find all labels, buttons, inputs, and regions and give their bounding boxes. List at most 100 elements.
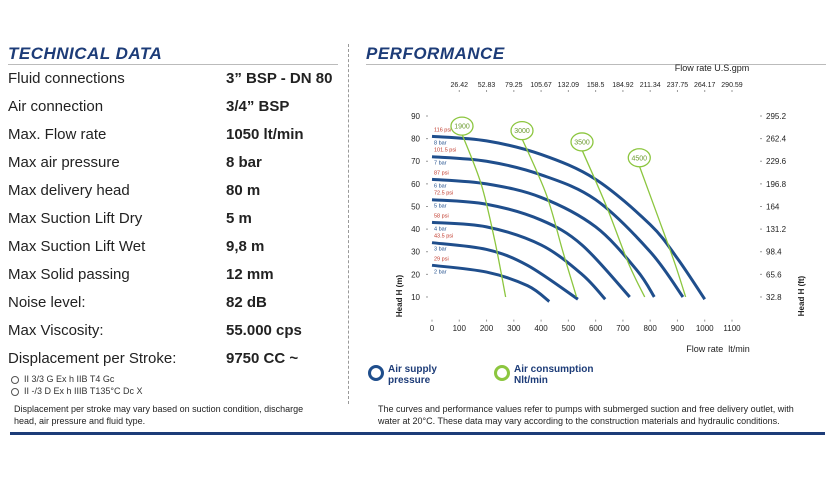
pressure-curve — [431, 241, 579, 301]
spec-row: Max delivery head 80 m — [8, 182, 260, 199]
y-tick-label: 50 — [411, 202, 420, 211]
pressure-curve — [431, 134, 706, 301]
spec-row: Max Viscosity: 55.000 cps — [8, 322, 302, 339]
x2-tick-label: 264.17 — [694, 82, 716, 89]
y2-tick-label: 196.8 — [766, 180, 787, 189]
x2-tick-label: 26.42 — [451, 82, 469, 89]
air-label-ring — [450, 116, 474, 136]
psi-label: 43.5 psi — [434, 234, 453, 240]
spec-row: Air connection 3/4” BSP — [8, 98, 289, 115]
spec-value: 9,8 m — [226, 238, 265, 255]
air-curve — [581, 149, 646, 298]
x-axis-title: Flow rate lt/min — [686, 344, 750, 354]
bar-label: 7 bar — [434, 161, 447, 167]
spec-row: Noise level: 82 dB — [8, 294, 267, 311]
divider — [348, 44, 349, 404]
x2-tick-label: 52.83 — [478, 82, 496, 89]
air-curve — [521, 138, 578, 298]
x2-tick-label: 158.5 — [587, 82, 605, 89]
psi-label: 87 psi — [434, 170, 449, 176]
air-label-ring — [510, 120, 534, 141]
spec-label: Max air pressure — [8, 154, 120, 171]
psi-label: 29 psi — [434, 256, 449, 262]
spec-row: Displacement per Stroke: 9750 CC ~ — [8, 350, 298, 367]
bar-label: 4 bar — [434, 226, 447, 232]
x-tick-label: 900 — [671, 324, 685, 333]
performance-chart: 0 100 200 300 400 500 600 700 800 900 1000 1100 26.4… — [395, 63, 806, 354]
y2-tick-label: 131.2 — [766, 225, 787, 234]
y2-tick-label: 295.2 — [766, 112, 787, 121]
air-curve — [638, 165, 687, 298]
spec-label: Max delivery head — [8, 182, 130, 199]
y2-tick-label: 262.4 — [766, 135, 787, 144]
y2-tick-label: 98.4 — [766, 248, 782, 257]
spec-label: Max Solid passing — [8, 266, 130, 283]
spec-label: Max Viscosity: — [8, 322, 104, 339]
psi-label: 101.5 psi — [434, 148, 456, 154]
section-title: TECHNICAL DATA — [8, 44, 163, 63]
y-tick-label: 40 — [411, 225, 420, 234]
y2-axis-title: Head H (ft) — [797, 275, 806, 316]
psi-label: 58 psi — [434, 213, 449, 219]
footer-bar — [10, 432, 825, 435]
x-tick-label: 100 — [453, 324, 467, 333]
x-tick-label: 500 — [562, 324, 576, 333]
certification: II -/3 D Ex h IIIB T135°C Dc X — [24, 386, 143, 396]
x-tick-label: 0 — [430, 324, 435, 333]
air-label-ring — [570, 132, 594, 152]
note: Displacement per stroke may vary based o… — [14, 404, 304, 426]
pressure-curve — [431, 155, 685, 298]
note: The curves and performance values refer … — [378, 404, 794, 426]
y2-tick-label: 164 — [766, 202, 780, 211]
certification: II 3/3 G Ex h IIB T4 Gc — [24, 374, 115, 384]
bar-label: 6 bar — [434, 183, 447, 189]
spec-row: Max Suction Lift Wet 9,8 m — [8, 238, 264, 255]
spec-value: 1050 lt/min — [226, 126, 304, 143]
air-label: 3500 — [574, 139, 590, 146]
y-tick-label: 60 — [411, 180, 420, 189]
bar-label: 2 bar — [434, 269, 447, 275]
air-label: 3000 — [514, 128, 530, 135]
bar-label: 5 bar — [434, 204, 447, 210]
legend-label: Air supply pressure — [388, 364, 437, 386]
spec-label: Max Suction Lift Dry — [8, 210, 143, 227]
ex-icons — [11, 376, 19, 396]
y-axis-title: Head H (m) — [395, 275, 404, 318]
pressure-curve — [431, 220, 607, 301]
spec-label: Fluid connections — [8, 70, 125, 87]
x2-tick-label: 290.59 — [721, 82, 743, 89]
spec-value: 55.000 cps — [226, 322, 302, 339]
spec-value: 5 m — [226, 210, 252, 227]
air-curve — [461, 133, 507, 298]
spec-value: 9750 CC ~ — [226, 350, 299, 367]
x-tick-label: 400 — [534, 324, 548, 333]
spec-label: Noise level: — [8, 294, 86, 311]
y-tick-label: 10 — [411, 293, 420, 302]
y-tick-label: 30 — [411, 248, 420, 257]
y-tick-label: 20 — [411, 270, 420, 279]
x2-axis-title: Flow rate U.S.gpm — [675, 63, 750, 73]
pressure-curve — [431, 177, 656, 298]
y2-tick-label: 65.6 — [766, 270, 782, 279]
bar-label: 3 bar — [434, 247, 447, 253]
bar-label: 8 bar — [434, 140, 447, 146]
spec-row: Max air pressure 8 bar — [8, 154, 262, 171]
spec-label: Max Suction Lift Wet — [8, 238, 146, 255]
air-label: 1900 — [454, 124, 470, 131]
pressure-curve — [431, 263, 551, 303]
x2-tick-label: 132.09 — [558, 82, 580, 89]
spec-value: 3/4” BSP — [226, 98, 290, 115]
spec-label: Air connection — [8, 98, 104, 115]
section-title: PERFORMANCE — [366, 44, 505, 63]
spec-row: Max Solid passing 12 mm — [8, 266, 274, 283]
rule — [8, 64, 338, 65]
y-tick-label: 70 — [411, 157, 420, 166]
legend-label: Air consumption Nlt/min — [514, 364, 594, 386]
spec-row: Max Suction Lift Dry 5 m — [8, 210, 252, 227]
x2-tick-label: 211.34 — [640, 82, 661, 89]
x-tick-label: 600 — [589, 324, 603, 333]
spec-value: 82 dB — [226, 294, 267, 311]
psi-label: 72.5 psi — [434, 191, 453, 197]
y2-tick-label: 32.8 — [766, 293, 782, 302]
